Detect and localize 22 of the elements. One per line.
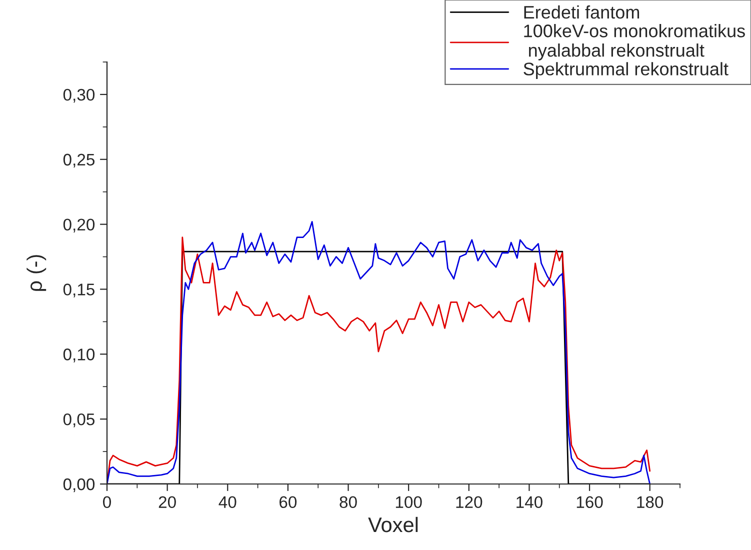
x-tick-label: 60 bbox=[280, 496, 297, 508]
x-tick-label: 20 bbox=[158, 496, 176, 508]
x-tick-label: 40 bbox=[218, 496, 236, 508]
y-tick-label: 0,25 bbox=[63, 154, 94, 168]
x-tick-label: 180 bbox=[637, 496, 664, 508]
y-tick-label: 0,15 bbox=[63, 284, 94, 298]
y-tick-label: 0,10 bbox=[63, 348, 95, 362]
legend-label: Spektrummal rekonstrualt bbox=[524, 62, 728, 79]
legend-label: 100keV-os monokromatikus nyalabbal rekonstrualt bbox=[524, 24, 745, 60]
y-axis-title: ρ (-) bbox=[26, 255, 46, 291]
x-tick-label: 160 bbox=[576, 496, 603, 508]
x-tick-label: 100 bbox=[396, 496, 422, 508]
x-tick-label: 80 bbox=[340, 496, 357, 508]
y-tick-label: 0,30 bbox=[63, 88, 95, 103]
y-tick-label: 0,05 bbox=[63, 413, 94, 428]
legend-label: Eredeti fantom bbox=[524, 5, 640, 19]
y-tick-label: 0,20 bbox=[63, 218, 95, 232]
y-tick-label: 0,00 bbox=[63, 478, 95, 492]
x-tick-label: 140 bbox=[516, 496, 542, 508]
x-tick-label: 120 bbox=[456, 496, 482, 508]
x-tick-label: 0 bbox=[103, 496, 111, 508]
x-axis-title: Voxel bbox=[368, 516, 418, 532]
